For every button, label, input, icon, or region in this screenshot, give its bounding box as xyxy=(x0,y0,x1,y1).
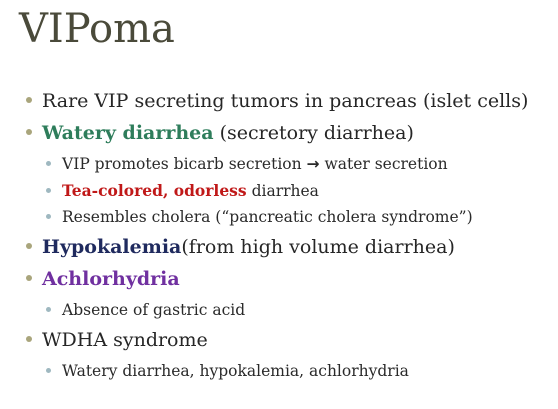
bullet-dot-icon xyxy=(26,275,32,281)
bullet-dot-icon xyxy=(26,336,32,342)
bullet-text: (from high volume diarrhea) xyxy=(181,236,455,258)
bullet-watery-diarrhea: Watery diarrhea (secretory diarrhea) xyxy=(26,122,414,144)
bullet-text: Watery diarrhea, hypokalemia, achlorhydr… xyxy=(62,362,409,380)
emphasis-text: Watery diarrhea xyxy=(42,122,214,144)
sub-bullet-vip-bicarb: VIP promotes bicarb secretion → water se… xyxy=(46,155,448,173)
bullet-text: WDHA syndrome xyxy=(42,329,208,351)
bullet-text: VIP promotes bicarb secretion xyxy=(62,155,307,173)
bullet-rare-vip: Rare VIP secreting tumors in pancreas (i… xyxy=(26,90,528,112)
sub-bullet-gastric-acid: Absence of gastric acid xyxy=(46,301,245,319)
emphasis-text: Achlorhydria xyxy=(42,268,180,290)
bullet-dot-icon xyxy=(26,243,32,249)
bullet-dot-icon xyxy=(46,367,51,373)
emphasis-text: Hypokalemia xyxy=(42,236,182,258)
bullet-dot-icon xyxy=(46,160,51,166)
sub-bullet-tea-colored: Tea-colored, odorless diarrhea xyxy=(46,181,319,200)
bullet-hypokalemia: Hypokalemia(from high volume diarrhea) xyxy=(26,236,455,258)
sub-bullet-cholera: Resembles cholera (“pancreatic cholera s… xyxy=(46,208,473,226)
slide-title: VIPoma xyxy=(19,6,175,52)
bullet-dot-icon xyxy=(46,306,51,312)
sub-bullet-wdha-detail: Watery diarrhea, hypokalemia, achlorhydr… xyxy=(46,362,409,380)
emphasis-text: Tea-colored, odorless xyxy=(62,181,247,200)
bullet-text: (secretory diarrhea) xyxy=(213,122,414,144)
bullet-text: water secretion xyxy=(319,155,448,173)
bullet-wdha: WDHA syndrome xyxy=(26,329,208,351)
right-arrow-icon: → xyxy=(306,155,320,173)
bullet-text: Absence of gastric acid xyxy=(62,301,246,319)
bullet-dot-icon xyxy=(46,213,51,219)
bullet-dot-icon xyxy=(26,97,32,103)
bullet-text: diarrhea xyxy=(246,182,319,200)
bullet-dot-icon xyxy=(46,187,51,193)
bullet-achlorhydria: Achlorhydria xyxy=(26,268,180,290)
bullet-dot-icon xyxy=(26,129,32,135)
bullet-text: Resembles cholera (“pancreatic cholera s… xyxy=(62,208,473,226)
bullet-text: Rare VIP secreting tumors in pancreas (i… xyxy=(42,90,529,112)
